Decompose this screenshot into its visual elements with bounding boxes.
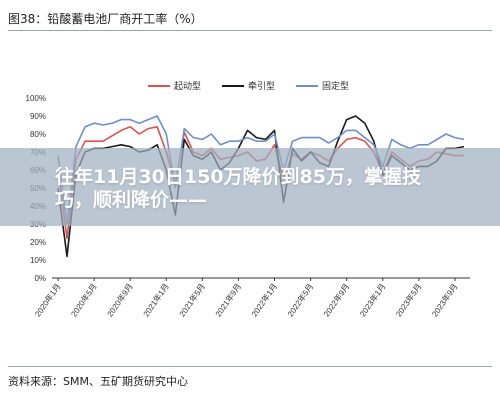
x-tick-label: 2022年9月: [321, 281, 351, 318]
x-tick-label: 2021年1月: [141, 281, 171, 318]
y-tick-label: 0%: [34, 274, 46, 283]
x-tick-label: 2020年1月: [33, 281, 63, 318]
source-rule: [8, 366, 492, 367]
x-tick-label: 2021年5月: [177, 281, 207, 318]
x-tick-label: 2022年1月: [249, 281, 279, 318]
y-tick-label: 20%: [30, 238, 46, 247]
y-tick-label: 80%: [30, 130, 46, 139]
series-line: [57, 115, 465, 225]
x-axis: 2020年1月 2020年5月 2020年9月 2021年1月 2021年5月 2021年…: [33, 277, 470, 318]
x-tick-label: 2021年9月: [213, 281, 243, 318]
figure-title: 图38：铅酸蓄电池厂商开工率（%）: [8, 12, 203, 26]
legend-label: 起动型: [174, 81, 201, 92]
chart-legend: 起动型 牵引型 固定型: [148, 80, 349, 92]
legend-label: 牵引型: [248, 81, 275, 92]
overlay-headline: 往年11月30日150万降价到85万，掌握技巧，顺利降价——: [55, 166, 421, 211]
x-tick-label: 2023年5月: [393, 281, 423, 318]
source-note: 资料来源：SMM、五矿期货研究中心: [8, 375, 188, 388]
y-tick-label: 10%: [30, 256, 46, 265]
x-tick-label: 2020年5月: [69, 281, 99, 318]
x-tick-label: 2022年5月: [285, 281, 315, 318]
overlay-banner: [0, 148, 500, 226]
legend-label: 固定型: [322, 80, 349, 92]
y-tick-label: 100%: [26, 94, 46, 103]
x-tick-label: 2023年9月: [429, 281, 459, 318]
y-tick-label: 90%: [30, 112, 46, 121]
title-rule: [8, 30, 492, 31]
x-tick-label: 2020年9月: [105, 281, 135, 318]
x-tick-label: 2023年1月: [357, 281, 387, 318]
